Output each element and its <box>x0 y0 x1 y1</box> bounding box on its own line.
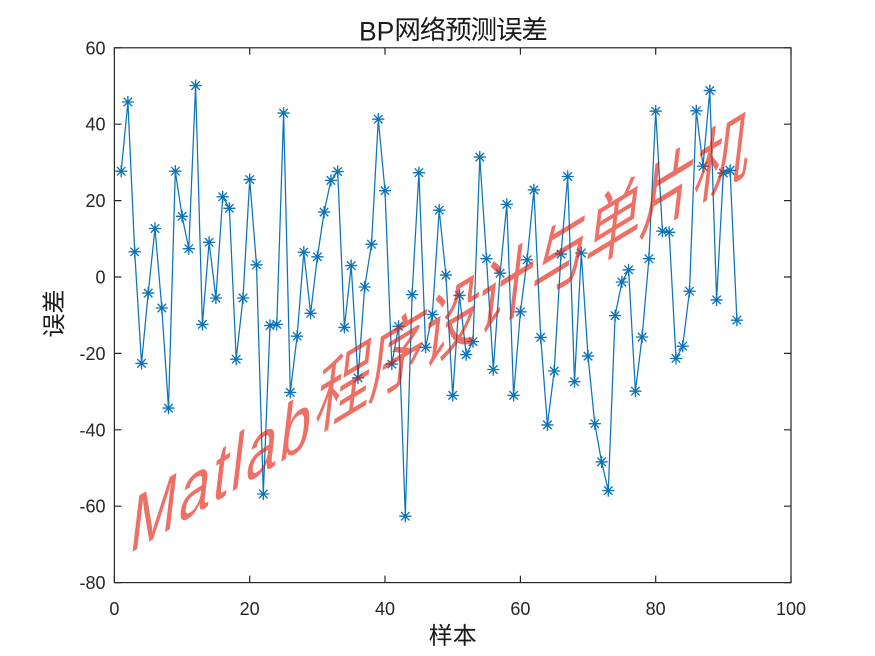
svg-text:60: 60 <box>510 599 530 619</box>
svg-text:40: 40 <box>375 599 395 619</box>
svg-text:60: 60 <box>85 38 105 58</box>
svg-text:80: 80 <box>646 599 666 619</box>
svg-text:BP: BP <box>359 17 394 47</box>
svg-text:100: 100 <box>776 599 806 619</box>
svg-text:-80: -80 <box>79 573 105 593</box>
svg-text:20: 20 <box>85 191 105 211</box>
svg-text:0: 0 <box>95 268 105 288</box>
svg-text:20: 20 <box>240 599 260 619</box>
svg-text:0: 0 <box>109 599 119 619</box>
svg-text:-20: -20 <box>79 344 105 364</box>
svg-text:-60: -60 <box>79 497 105 517</box>
svg-text:-40: -40 <box>79 420 105 440</box>
svg-text:40: 40 <box>85 115 105 135</box>
